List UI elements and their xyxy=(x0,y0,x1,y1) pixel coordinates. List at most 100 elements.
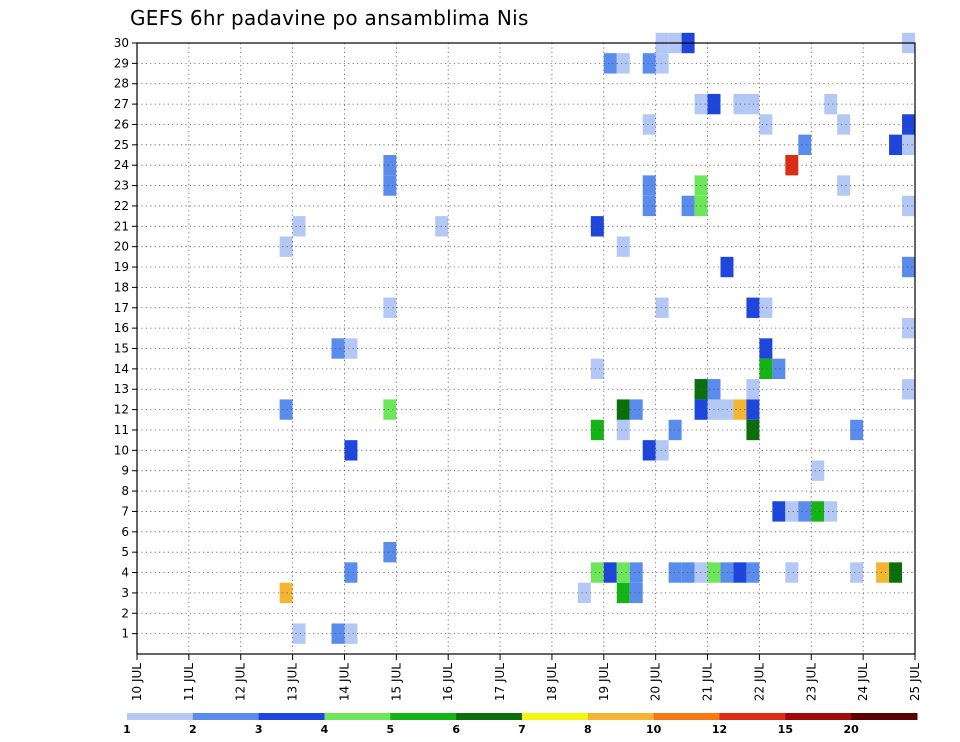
data-cell xyxy=(383,399,397,420)
data-cell xyxy=(655,297,669,318)
data-cell xyxy=(746,419,760,441)
x-tick-label: 14 JUL xyxy=(337,663,351,701)
data-cell xyxy=(759,358,773,380)
x-tick-label: 12 JUL xyxy=(234,663,248,701)
data-cell xyxy=(603,562,617,583)
legend-swatch xyxy=(851,713,918,720)
legend-swatch xyxy=(192,713,260,720)
data-cell xyxy=(603,53,617,74)
data-cell xyxy=(798,134,812,156)
x-tick-label: 15 JUL xyxy=(389,663,403,701)
x-tick-label: 13 JUL xyxy=(286,663,300,701)
y-tick-label: 5 xyxy=(121,545,129,559)
data-cell xyxy=(629,562,643,583)
data-cell xyxy=(798,501,812,522)
x-tick-label: 20 JUL xyxy=(649,663,663,701)
data-cell xyxy=(629,582,643,604)
y-tick-label: 9 xyxy=(121,464,129,478)
y-tick-label: 21 xyxy=(114,219,129,233)
y-tick-label: 25 xyxy=(114,138,129,152)
y-tick-label: 13 xyxy=(114,382,129,396)
data-cell xyxy=(902,256,915,278)
y-tick-label: 18 xyxy=(114,280,129,294)
data-cell xyxy=(876,562,890,583)
x-tick-label: 19 JUL xyxy=(597,663,611,701)
data-cell xyxy=(383,297,397,318)
legend-label: 5 xyxy=(387,723,395,736)
data-cell xyxy=(616,236,630,257)
legend-swatch xyxy=(653,713,720,720)
legend-label: 8 xyxy=(584,723,592,736)
y-tick-label: 15 xyxy=(114,342,129,356)
data-cell xyxy=(383,541,397,563)
legend-swatch xyxy=(127,713,194,720)
legend-label: 7 xyxy=(518,723,526,736)
data-cell xyxy=(629,399,643,420)
y-tick-label: 1 xyxy=(121,627,129,641)
data-cell xyxy=(824,93,838,115)
data-cell xyxy=(616,53,630,74)
data-cell xyxy=(383,175,397,196)
legend-label: 15 xyxy=(778,723,793,736)
data-cell xyxy=(668,562,682,583)
legend-swatch xyxy=(522,713,589,720)
data-cell xyxy=(811,460,825,481)
color-legend: 1 2 3 4 5 6 7 8 10 12 15 20 xyxy=(123,713,918,736)
data-cell xyxy=(850,562,864,583)
legend-swatch xyxy=(719,713,786,720)
data-cell xyxy=(759,338,773,359)
data-cell xyxy=(616,419,630,441)
y-tick-label: 23 xyxy=(114,179,129,193)
y-tick-label: 22 xyxy=(114,199,129,213)
data-cell xyxy=(292,623,306,644)
y-tick-label: 16 xyxy=(114,321,129,335)
y-tick-label: 10 xyxy=(114,443,129,457)
data-cell xyxy=(616,562,630,583)
data-cell xyxy=(383,155,397,176)
data-cell xyxy=(746,562,760,583)
y-tick-label: 14 xyxy=(114,362,129,376)
data-cell xyxy=(837,114,851,135)
legend-swatch xyxy=(785,713,852,720)
data-cell xyxy=(746,297,760,318)
data-cell xyxy=(279,399,293,420)
legend-label: 3 xyxy=(255,723,263,736)
data-cell xyxy=(616,582,630,604)
x-tick-label: 18 JUL xyxy=(545,663,559,701)
chart-title: GEFS 6hr padavine po ansamblima Nis xyxy=(130,6,529,30)
data-cells xyxy=(279,32,915,644)
data-cell xyxy=(344,562,358,583)
data-cell xyxy=(642,114,656,135)
data-cell xyxy=(590,562,604,583)
y-tick-label: 12 xyxy=(114,403,129,417)
y-tick-label: 17 xyxy=(114,301,129,315)
data-cell xyxy=(746,379,760,400)
data-cell xyxy=(292,216,306,237)
data-cell xyxy=(642,175,656,196)
y-tick-label: 8 xyxy=(121,484,129,498)
y-tick-label: 26 xyxy=(114,117,129,131)
x-tick-label: 23 JUL xyxy=(804,663,818,701)
legend-label: 4 xyxy=(321,723,329,736)
y-tick-label: 20 xyxy=(114,240,129,254)
y-tick-label: 29 xyxy=(114,56,129,70)
data-cell xyxy=(642,53,656,74)
data-cell xyxy=(811,501,825,522)
y-tick-label: 2 xyxy=(121,606,129,620)
data-cell xyxy=(746,399,760,420)
legend-label: 2 xyxy=(189,723,197,736)
data-cell xyxy=(279,236,293,257)
data-cell xyxy=(642,440,656,461)
legend-label: 20 xyxy=(844,723,860,736)
data-cell xyxy=(759,297,773,318)
y-tick-label: 11 xyxy=(114,423,129,437)
data-cell xyxy=(772,358,786,380)
grid-lines xyxy=(137,42,915,654)
x-tick-label: 25 JUL xyxy=(908,663,922,701)
y-tick-label: 4 xyxy=(121,566,129,580)
legend-label: 10 xyxy=(646,723,662,736)
x-tick-label: 16 JUL xyxy=(441,663,455,701)
legend-label: 6 xyxy=(452,723,460,736)
x-tick-label: 10 JUL xyxy=(130,663,144,701)
legend-swatch xyxy=(390,713,457,720)
